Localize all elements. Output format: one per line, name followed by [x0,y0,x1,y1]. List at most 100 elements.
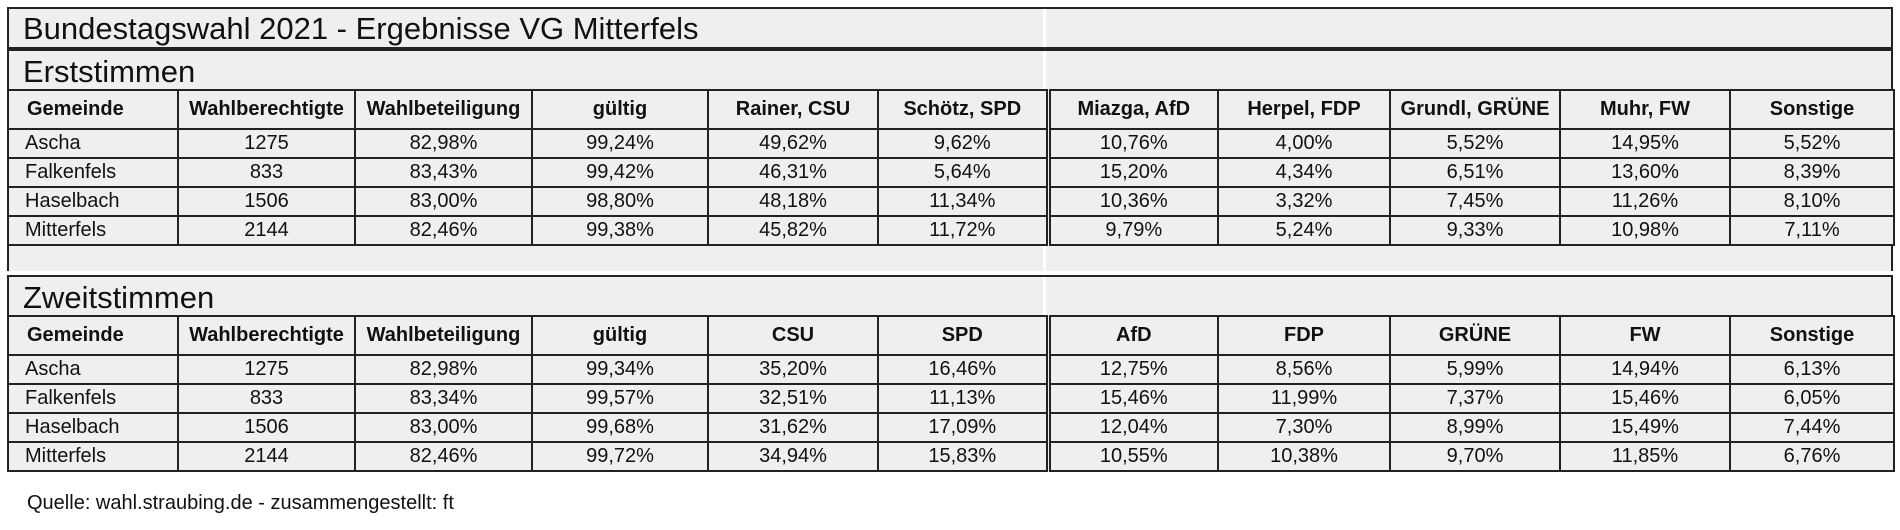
value-cell: 10,55% [1045,441,1219,472]
value-cell: 8,99% [1389,412,1561,443]
value-cell: 9,33% [1389,215,1561,246]
column-header: AfD [1045,315,1219,356]
value-cell: 15,49% [1559,412,1731,443]
value-cell: 99,38% [531,215,709,246]
value-cell: 11,26% [1559,186,1731,217]
column-split [1043,51,1046,89]
zweit-table: Gemeinde Wahlberechtigte Wahlbeteiligung gü… [7,315,1895,472]
table-row: Falkenfels 833 83,43% 99,42% 46,31% 5,64% 15,2… [7,157,1895,188]
value-cell: 15,46% [1559,383,1731,414]
value-cell: 99,57% [531,383,709,414]
table-row: Mitterfels 2144 82,46% 99,38% 45,82% 11,72% 9,… [7,215,1895,246]
value-cell: 32,51% [707,383,879,414]
column-header: Wahlbeteiligung [354,89,533,130]
section-gap [7,271,1893,275]
municipality-cell: Falkenfels [7,383,179,414]
column-header: Gemeinde [7,315,179,356]
value-cell: 9,62% [877,128,1049,159]
municipality-cell: Haselbach [7,186,179,217]
municipality-cell: Haselbach [7,412,179,443]
zweit-heading: Zweitstimmen [23,280,215,315]
value-cell: 6,05% [1729,383,1895,414]
value-cell: 11,99% [1217,383,1391,414]
municipality-cell: Mitterfels [7,215,179,246]
value-cell: 15,83% [877,441,1049,472]
column-header: Miazga, AfD [1045,89,1219,130]
column-header: Herpel, FDP [1217,89,1391,130]
value-cell: 1275 [177,354,356,385]
value-cell: 9,70% [1389,441,1561,472]
value-cell: 7,44% [1729,412,1895,443]
sheet-title-band: Bundestagswahl 2021 - Ergebnisse VG Mitt… [7,7,1893,49]
value-cell: 833 [177,383,356,414]
value-cell: 11,13% [877,383,1049,414]
value-cell: 31,62% [707,412,879,443]
value-cell: 45,82% [707,215,879,246]
municipality-cell: Ascha [7,128,179,159]
value-cell: 98,80% [531,186,709,217]
value-cell: 8,56% [1217,354,1391,385]
value-cell: 5,64% [877,157,1049,188]
value-cell: 99,24% [531,128,709,159]
section-spacer [7,246,1893,271]
column-split [1043,246,1046,271]
value-cell: 5,52% [1389,128,1561,159]
column-header: Muhr, FW [1559,89,1731,130]
value-cell: 15,20% [1045,157,1219,188]
value-cell: 11,72% [877,215,1049,246]
value-cell: 83,00% [354,186,533,217]
table-row: Ascha 1275 82,98% 99,34% 35,20% 16,46% 12,75% 8… [7,354,1895,385]
value-cell: 4,00% [1217,128,1391,159]
zweit-header-row: Gemeinde Wahlberechtigte Wahlbeteiligung gü… [7,315,1895,356]
municipality-cell: Mitterfels [7,441,179,472]
column-header: Wahlberechtigte [177,315,356,356]
value-cell: 10,36% [1045,186,1219,217]
column-header: Sonstige [1729,315,1895,356]
source-note: Quelle: wahl.straubing.de - zusammengest… [27,492,454,514]
value-cell: 9,79% [1045,215,1219,246]
value-cell: 13,60% [1559,157,1731,188]
column-header: SPD [877,315,1049,356]
value-cell: 7,30% [1217,412,1391,443]
value-cell: 833 [177,157,356,188]
value-cell: 14,95% [1559,128,1731,159]
value-cell: 34,94% [707,441,879,472]
value-cell: 8,39% [1729,157,1895,188]
table-row: Falkenfels 833 83,34% 99,57% 32,51% 11,13% 15,… [7,383,1895,414]
value-cell: 83,43% [354,157,533,188]
value-cell: 1506 [177,186,356,217]
value-cell: 12,75% [1045,354,1219,385]
value-cell: 8,10% [1729,186,1895,217]
value-cell: 10,38% [1217,441,1391,472]
column-split [1043,9,1046,47]
erst-table: Gemeinde Wahlberechtigte Wahlbeteiligung gü… [7,89,1895,246]
value-cell: 5,24% [1217,215,1391,246]
column-header: GRÜNE [1389,315,1561,356]
value-cell: 5,99% [1389,354,1561,385]
column-header: FDP [1217,315,1391,356]
value-cell: 6,51% [1389,157,1561,188]
column-header: Wahlberechtigte [177,89,356,130]
results-sheet: Bundestagswahl 2021 - Ergebnisse VG Mitt… [7,7,1895,472]
value-cell: 83,34% [354,383,533,414]
value-cell: 99,72% [531,441,709,472]
column-header: CSU [707,315,879,356]
value-cell: 11,34% [877,186,1049,217]
value-cell: 35,20% [707,354,879,385]
value-cell: 82,46% [354,441,533,472]
value-cell: 7,37% [1389,383,1561,414]
column-header: Sonstige [1729,89,1895,130]
value-cell: 4,34% [1217,157,1391,188]
column-header: Wahlbeteiligung [354,315,533,356]
value-cell: 1275 [177,128,356,159]
column-header: Gemeinde [7,89,179,130]
table-row: Haselbach 1506 83,00% 98,80% 48,18% 11,34% 10,… [7,186,1895,217]
table-row: Ascha 1275 82,98% 99,24% 49,62% 9,62% 10,76% 4,… [7,128,1895,159]
value-cell: 5,52% [1729,128,1895,159]
erst-body: Ascha 1275 82,98% 99,24% 49,62% 9,62% 10,76% 4,… [7,128,1895,246]
value-cell: 2144 [177,441,356,472]
zweit-heading-band: Zweitstimmen [7,275,1893,315]
column-split [1043,277,1046,315]
value-cell: 82,46% [354,215,533,246]
value-cell: 7,45% [1389,186,1561,217]
